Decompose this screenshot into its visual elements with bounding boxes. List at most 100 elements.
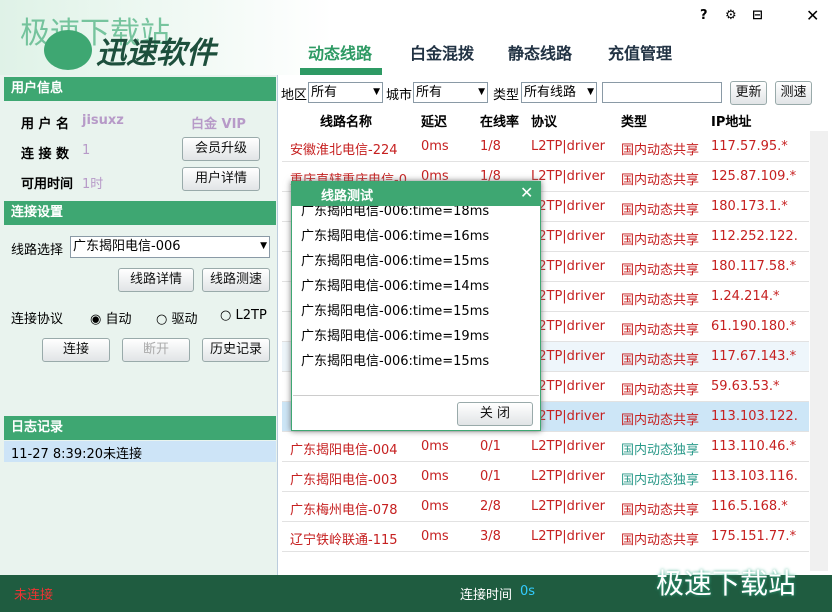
cell-type: 国内动态共享 xyxy=(621,503,700,518)
cell-rate: 1/8 xyxy=(480,139,501,154)
cell-delay: 0ms xyxy=(421,529,449,544)
section-header: 日志记录 xyxy=(4,416,276,440)
watermark: 极速下载站 xyxy=(656,567,797,600)
cell-rate: 0/1 xyxy=(480,469,501,484)
cell-delay: 0ms xyxy=(421,499,449,514)
cell-ip: 113.103.116. xyxy=(711,469,798,484)
radio-label: 驱动 xyxy=(171,312,198,327)
label: 连 接 数 xyxy=(21,147,70,162)
tab[interactable]: 充值管理 xyxy=(608,44,673,63)
cell-type: 国内动态独享 xyxy=(621,473,700,488)
refresh-button[interactable]: 更新 xyxy=(730,81,767,105)
cell-ip: 113.103.122. xyxy=(711,409,798,424)
tab-indicator xyxy=(300,68,382,75)
button[interactable]: 线路测速 xyxy=(202,268,270,292)
cell-protocol: L2TP|driver xyxy=(531,529,605,544)
history-button[interactable]: 历史记录 xyxy=(202,338,270,362)
test-result: 广东揭阳电信-006:time=18ms xyxy=(301,206,490,219)
region-select[interactable]: 所有 xyxy=(308,82,383,103)
table-row[interactable]: 广东梅州电信-078 0ms 2/8 L2TP|driver 国内动态共享 116.5.1… xyxy=(282,492,809,522)
log-entry: 11-27 8:39:20未连接 xyxy=(4,441,276,462)
city-select[interactable]: 所有 xyxy=(413,82,488,103)
cell-type: 国内动态共享 xyxy=(621,383,700,398)
cell-protocol: L2TP|driver xyxy=(531,409,605,424)
level: 白金 VIP xyxy=(191,117,246,132)
cell-name: 广东揭阳电信-003 xyxy=(290,473,398,488)
time: 1时 xyxy=(82,177,104,192)
cell-rate: 3/8 xyxy=(480,529,501,544)
cell-type: 国内动态共享 xyxy=(621,293,700,308)
test-result: 广东揭阳电信-006:time=14ms xyxy=(301,279,490,294)
cell-protocol: L2TP|driver xyxy=(531,469,605,484)
dialog-close[interactable]: ✕ xyxy=(520,183,534,202)
cell-ip: 113.110.46.* xyxy=(711,439,797,454)
cell-type: 国内动态共享 xyxy=(621,323,700,338)
table-row[interactable]: 广东揭阳电信-004 0ms 0/1 L2TP|driver 国内动态独享 113.110… xyxy=(282,432,809,462)
cell-ip: 125.87.109.* xyxy=(711,169,797,184)
cell-rate: 1/8 xyxy=(480,169,501,184)
button[interactable]: 线路详情 xyxy=(118,268,194,292)
logo-icon xyxy=(44,30,92,70)
cell-ip: 117.67.143.* xyxy=(711,349,797,364)
cell-ip: 61.190.180.* xyxy=(711,319,797,334)
cell-protocol: L2TP|driver xyxy=(531,259,605,274)
cell-delay: 0ms xyxy=(421,139,449,154)
label: 线路选择 xyxy=(11,243,64,258)
table-row[interactable]: 安徽淮北电信-224 0ms 1/8 L2TP|driver 国内动态共享 117.57.… xyxy=(282,132,809,162)
column-header: 类型 xyxy=(621,115,648,130)
tab[interactable]: 白金混拨 xyxy=(410,44,475,63)
help-button[interactable]: ? xyxy=(700,8,708,23)
test-result: 广东揭阳电信-006:time=19ms xyxy=(301,329,490,344)
tab[interactable]: 动态线路 xyxy=(308,44,373,63)
dialog-close-button[interactable]: 关 闭 xyxy=(457,402,533,426)
dialog-list: 广东揭阳电信-006:time=18ms 广东揭阳电信-006:time=16ms… xyxy=(293,206,539,396)
details-button[interactable]: 用户详情 xyxy=(182,167,260,191)
close-button[interactable]: ✕ xyxy=(806,6,820,25)
test-button[interactable]: 测速 xyxy=(775,81,812,105)
cell-protocol: L2TP|driver xyxy=(531,349,605,364)
cell-name: 广东揭阳电信-004 xyxy=(290,443,398,458)
test-result: 广东揭阳电信-006:time=16ms xyxy=(301,229,490,244)
title-bar xyxy=(0,0,832,75)
connect-button[interactable]: 连接 xyxy=(42,338,110,362)
line-select[interactable]: 广东揭阳电信-006 xyxy=(70,236,270,258)
tab[interactable]: 静态线路 xyxy=(508,44,573,63)
cell-ip: 180.173.1.* xyxy=(711,199,788,214)
cell-type: 国内动态共享 xyxy=(621,203,700,218)
section-header: 连接设置 xyxy=(4,201,276,225)
radio-label: L2TP xyxy=(235,308,267,323)
minimize-button[interactable]: ⊟ xyxy=(752,8,763,23)
cell-protocol: L2TP|driver xyxy=(531,199,605,214)
cell-delay: 0ms xyxy=(421,169,449,184)
dialog xyxy=(291,181,541,431)
upgrade-button[interactable]: 会员升级 xyxy=(182,137,260,161)
column-header: 线路名称 xyxy=(320,115,373,130)
label: 地区 xyxy=(281,88,308,103)
radio[interactable]: ○ L2TP xyxy=(220,308,267,323)
settings-button[interactable]: ⚙ xyxy=(725,8,737,23)
type-select[interactable]: 所有线路 xyxy=(521,82,597,103)
label: 连接协议 xyxy=(11,312,64,327)
column-header: 延迟 xyxy=(421,115,448,130)
cell-type: 国内动态共享 xyxy=(621,533,700,548)
column-header: IP地址 xyxy=(711,115,752,130)
cell-type: 国内动态共享 xyxy=(621,173,700,188)
cell-ip: 116.5.168.* xyxy=(711,499,788,514)
column-header: 在线率 xyxy=(480,115,520,130)
table-row[interactable]: 辽宁铁岭联通-115 0ms 3/8 L2TP|driver 国内动态共享 175.151… xyxy=(282,522,809,552)
label: 类型 xyxy=(493,88,520,103)
search-box[interactable] xyxy=(602,82,722,103)
dialog-title: 线路测试 xyxy=(291,181,541,206)
cell-type: 国内动态共享 xyxy=(621,413,700,428)
radio[interactable]: ○ 驱动 xyxy=(156,312,198,327)
table-row[interactable]: 广东揭阳电信-003 0ms 0/1 L2TP|driver 国内动态独享 113.103… xyxy=(282,462,809,492)
radio[interactable]: ◉ 自动 xyxy=(90,312,132,327)
radio-label: 自动 xyxy=(105,312,132,327)
scrollbar[interactable] xyxy=(810,131,828,571)
connections: 1 xyxy=(82,143,91,158)
disconnect-button[interactable]: 断开 xyxy=(122,338,190,362)
cell-protocol: L2TP|driver xyxy=(531,379,605,394)
cell-name: 广东梅州电信-078 xyxy=(290,503,398,518)
cell-type: 国内动态共享 xyxy=(621,353,700,368)
